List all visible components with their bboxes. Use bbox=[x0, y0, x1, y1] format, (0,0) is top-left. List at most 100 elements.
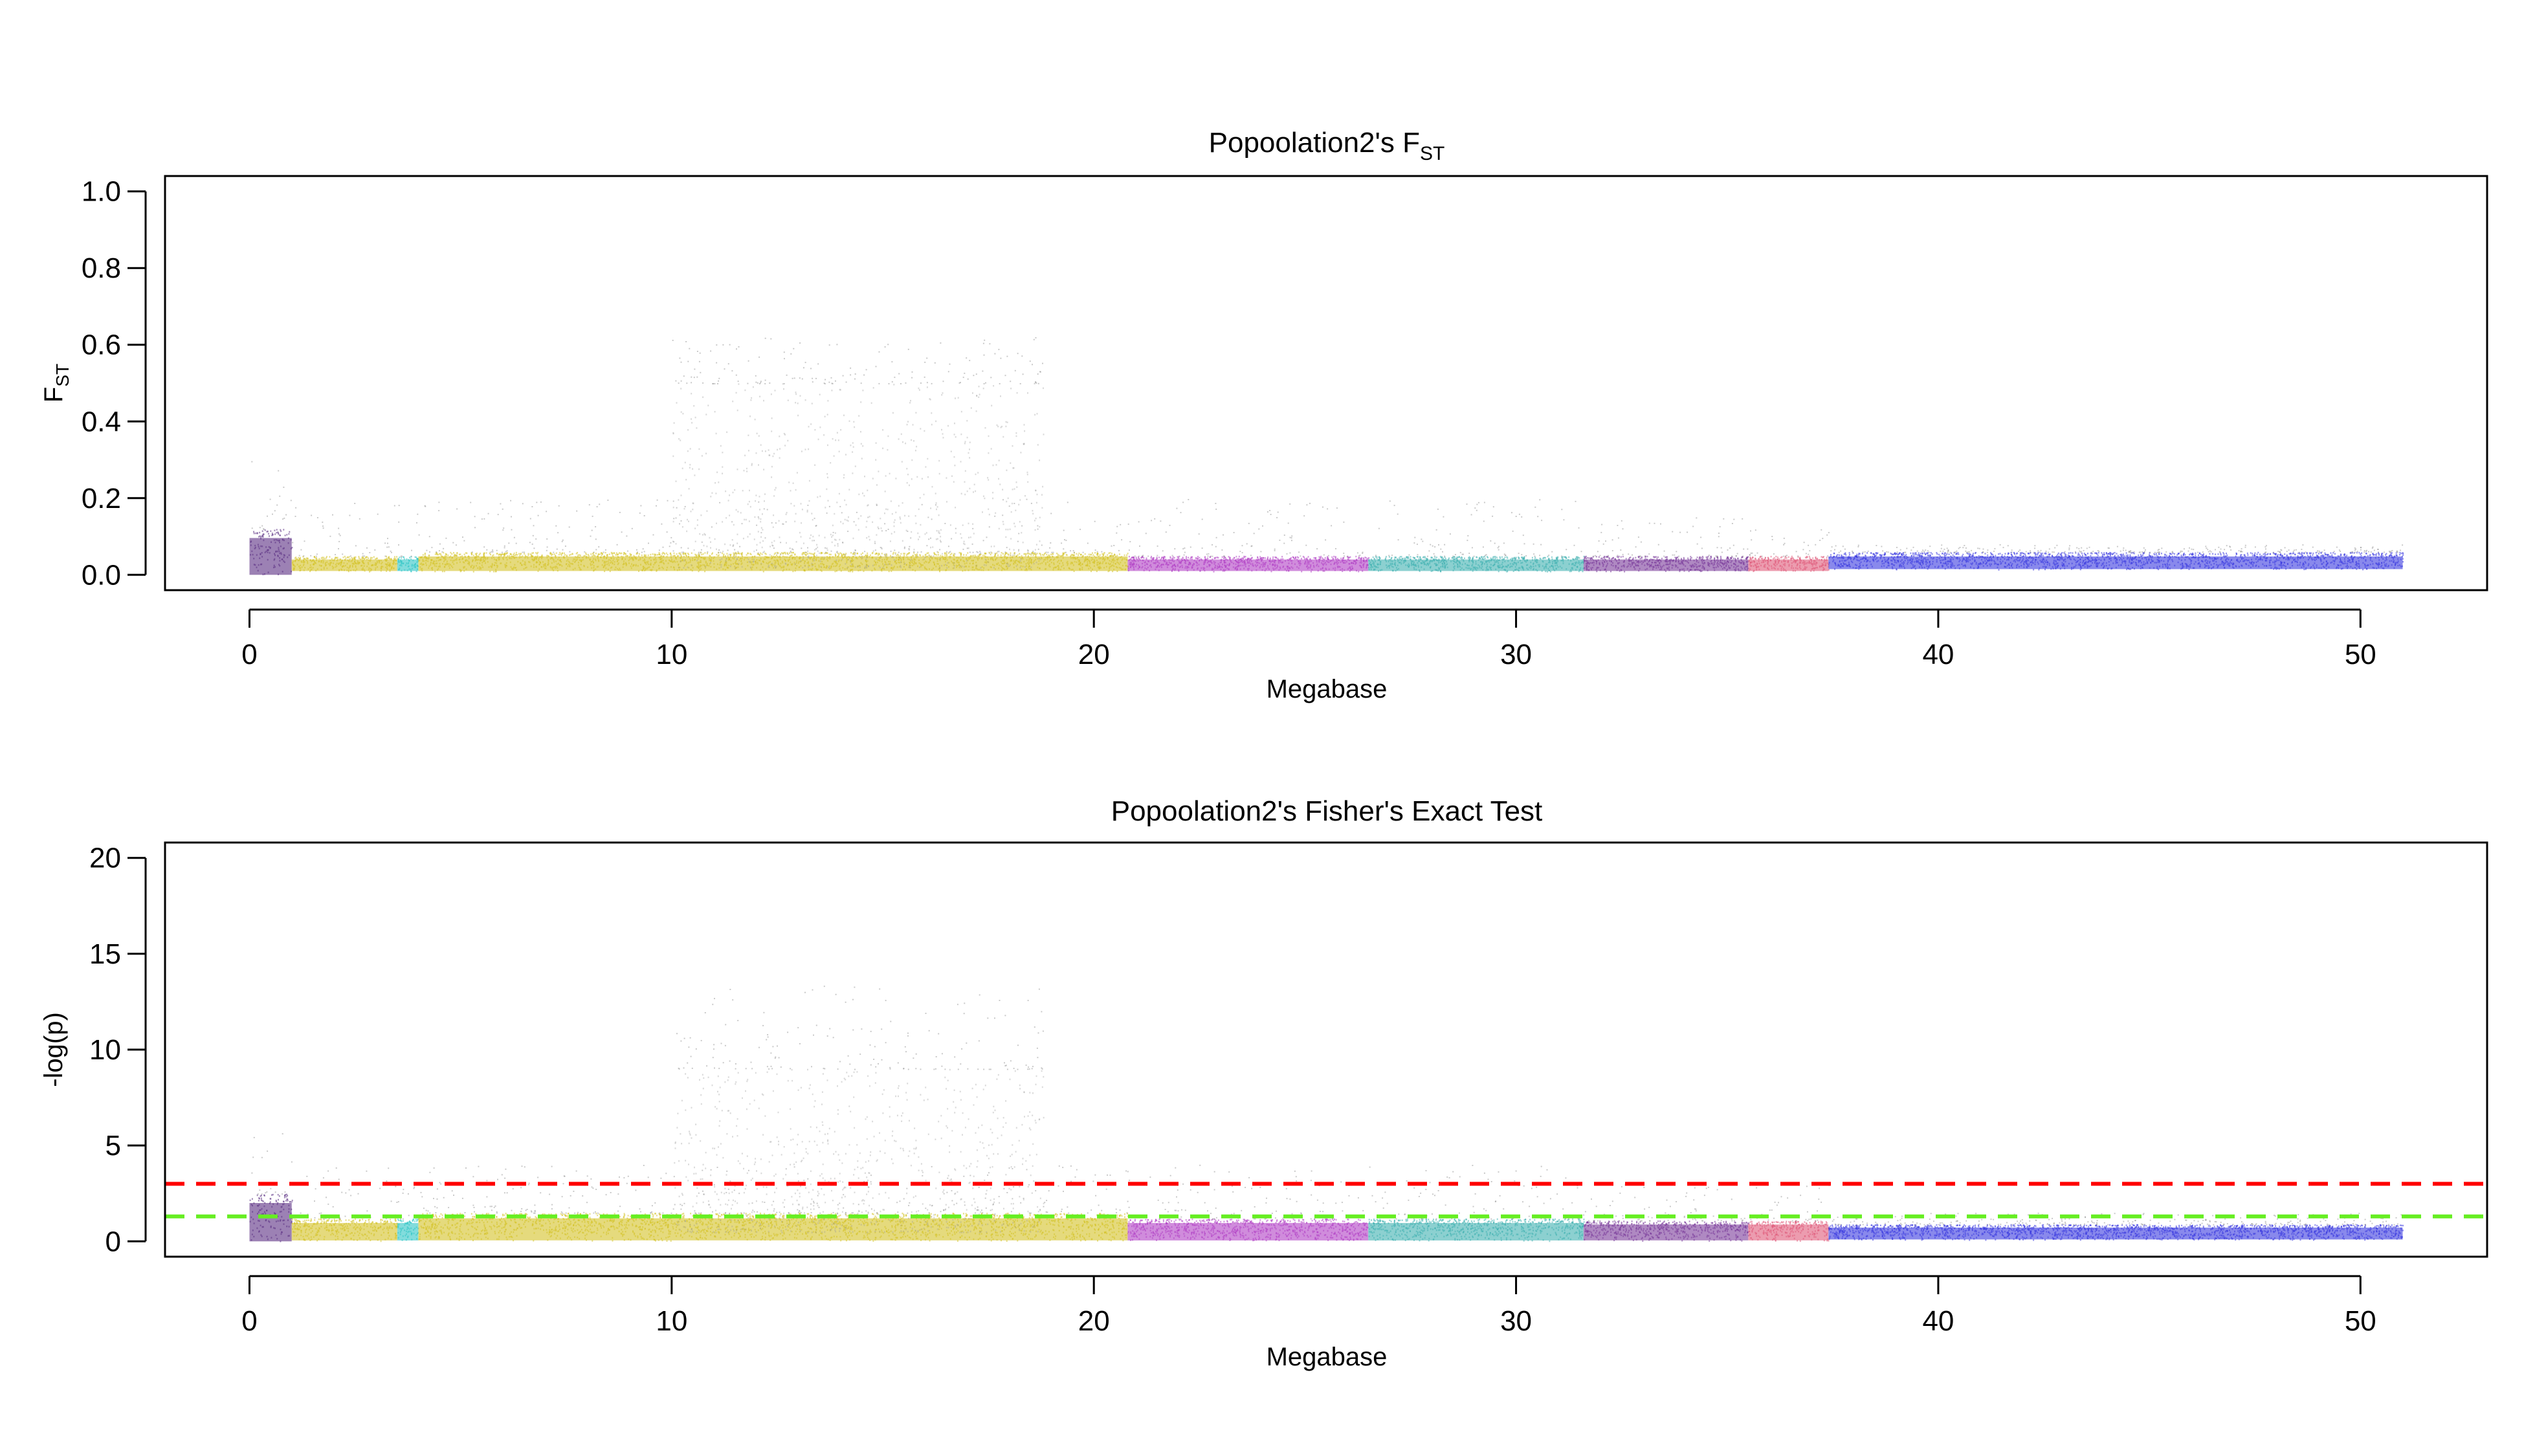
fst-point bbox=[340, 558, 342, 560]
fst-point bbox=[792, 570, 794, 573]
fst-point bbox=[964, 443, 966, 445]
fst-point bbox=[1039, 371, 1041, 373]
fst-point bbox=[881, 530, 883, 532]
fst-point bbox=[1135, 557, 1137, 558]
fst-point bbox=[1019, 521, 1021, 523]
fst-point bbox=[717, 555, 719, 557]
fst-point bbox=[509, 553, 511, 555]
fst-point bbox=[640, 505, 642, 507]
fst-point bbox=[1078, 554, 1079, 557]
fst-point bbox=[611, 553, 613, 555]
fst-point bbox=[711, 553, 713, 555]
fst-point bbox=[817, 496, 819, 498]
fst-point bbox=[1087, 542, 1089, 544]
fst-point bbox=[927, 458, 929, 460]
fst-point bbox=[743, 470, 745, 472]
fst-point bbox=[951, 475, 953, 477]
fst-point bbox=[353, 558, 355, 560]
fst-point bbox=[978, 386, 980, 388]
fst-point bbox=[322, 557, 324, 558]
fst-point bbox=[828, 567, 830, 569]
fst-point bbox=[795, 541, 797, 543]
fst-point bbox=[1094, 549, 1096, 551]
fst-point bbox=[1013, 553, 1015, 555]
fst-point bbox=[511, 529, 513, 531]
fst-point bbox=[741, 554, 743, 556]
fst-point bbox=[941, 394, 943, 396]
fst-point bbox=[714, 383, 716, 384]
fst-point bbox=[753, 558, 755, 560]
fst-point bbox=[825, 551, 826, 553]
fst-point bbox=[716, 548, 717, 550]
fst-point bbox=[787, 553, 789, 556]
fst-point bbox=[619, 511, 621, 513]
fst-point bbox=[256, 532, 258, 534]
fst-point bbox=[696, 524, 698, 526]
fst-point bbox=[772, 455, 774, 458]
fst-point bbox=[1002, 514, 1004, 516]
fst-point bbox=[758, 464, 759, 466]
fst-point bbox=[1050, 542, 1052, 544]
fst-point bbox=[672, 432, 674, 434]
fst-point bbox=[443, 547, 445, 549]
fst-point bbox=[936, 538, 938, 540]
fst-point bbox=[878, 554, 879, 557]
fst-point bbox=[827, 444, 828, 447]
fst-point bbox=[1019, 566, 1021, 569]
fst-point bbox=[961, 565, 963, 568]
fst-point bbox=[309, 570, 311, 573]
fst-point bbox=[1343, 557, 1345, 559]
fst-point bbox=[503, 527, 505, 529]
fst-point bbox=[272, 533, 274, 536]
fst-point bbox=[890, 550, 892, 552]
fst-point bbox=[1272, 556, 1274, 558]
fst-point bbox=[951, 553, 953, 555]
fst-point bbox=[564, 554, 566, 556]
fst-point bbox=[1035, 553, 1037, 555]
fst-point bbox=[736, 469, 738, 470]
fst-point bbox=[522, 503, 524, 505]
fst-point bbox=[884, 513, 885, 514]
fst-point bbox=[816, 555, 817, 557]
fst-point bbox=[592, 515, 593, 517]
fst-point bbox=[698, 551, 700, 553]
fst-point bbox=[892, 553, 894, 555]
fst-point bbox=[1039, 553, 1041, 555]
fst-point bbox=[900, 565, 902, 567]
fst-point bbox=[984, 427, 986, 429]
fst-point bbox=[398, 505, 400, 507]
fst-point bbox=[388, 546, 390, 548]
fst-point bbox=[304, 558, 306, 560]
fst-point bbox=[403, 556, 404, 558]
fst-point bbox=[988, 479, 990, 481]
fst-point bbox=[361, 557, 363, 558]
fst-point bbox=[699, 352, 701, 354]
fst-point bbox=[1007, 553, 1009, 555]
fst-point bbox=[474, 527, 476, 529]
fst-point bbox=[966, 420, 968, 422]
fst-point bbox=[839, 538, 841, 541]
fst-point bbox=[781, 552, 782, 554]
fst-point bbox=[745, 518, 747, 521]
fst-point bbox=[429, 551, 430, 553]
fst-point bbox=[295, 558, 297, 560]
fst-point bbox=[847, 531, 849, 533]
fst-point bbox=[710, 350, 712, 352]
fst-point bbox=[643, 551, 645, 553]
fst-point bbox=[601, 553, 603, 555]
fst-point bbox=[476, 553, 477, 556]
fst-point bbox=[826, 552, 828, 554]
fst-point bbox=[814, 464, 816, 466]
fst-point bbox=[1021, 525, 1023, 527]
fst-point bbox=[1030, 566, 1032, 568]
fst-point bbox=[900, 433, 902, 436]
fst-point bbox=[606, 554, 608, 556]
fst-point bbox=[259, 527, 261, 529]
fst-point bbox=[885, 530, 887, 532]
fst-point bbox=[292, 542, 294, 544]
fst-point bbox=[898, 438, 900, 440]
fst-point bbox=[1032, 551, 1034, 552]
fst-point bbox=[764, 450, 766, 452]
fst-point bbox=[732, 491, 734, 494]
fst-point bbox=[679, 554, 681, 556]
